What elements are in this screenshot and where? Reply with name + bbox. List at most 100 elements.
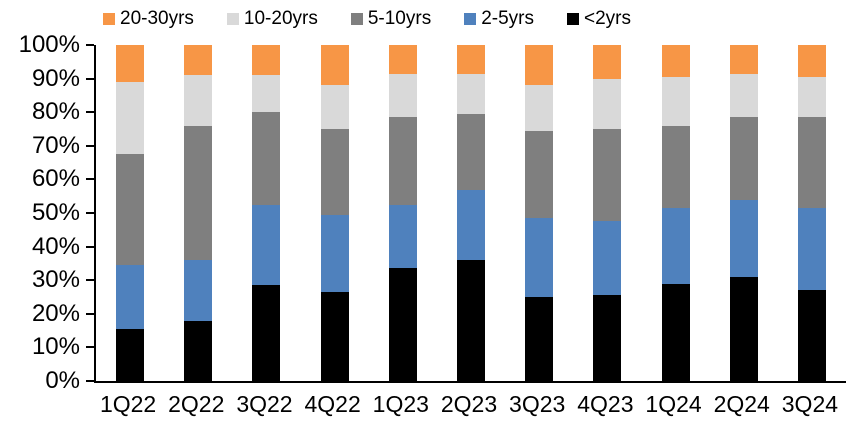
bar-segment-2-5yrs-1Q22: [116, 265, 145, 329]
y-tick-label: 10%: [31, 333, 80, 361]
bar-segment-2-5yrs-2Q22: [184, 260, 213, 321]
y-tick-label: 70%: [31, 131, 80, 159]
bar-segment-5-10yrs-1Q23: [388, 117, 417, 205]
bar-segment-20-30yrs-1Q22: [116, 45, 145, 82]
bar-segment-5-10yrs-4Q23: [593, 129, 622, 222]
bar-segment-<2yrs-2Q24: [729, 276, 758, 381]
x-category-label: 3Q24: [781, 391, 839, 417]
bar-segment-<2yrs-3Q23: [525, 297, 554, 381]
x-category-label: 3Q22: [236, 391, 293, 417]
bar-segment-5-10yrs-1Q22: [116, 154, 145, 266]
bar-segment-5-10yrs-3Q23: [525, 130, 554, 219]
bar-segment-10-20yrs-3Q24: [797, 76, 826, 118]
legend-swatch-5-10yrs: [350, 12, 363, 25]
bar-4Q23: [593, 45, 622, 381]
bar-segment-10-20yrs-3Q22: [252, 75, 281, 113]
bar-segment-20-30yrs-3Q24: [797, 45, 826, 77]
y-tick-label: 50%: [31, 199, 80, 226]
y-tick: [86, 312, 94, 315]
bar-segment-<2yrs-1Q22: [116, 328, 145, 381]
y-tick: [86, 178, 94, 181]
bar-segment-5-10yrs-2Q24: [729, 117, 758, 200]
bar-2Q23: [457, 45, 485, 381]
bar-segment-<2yrs-2Q22: [184, 320, 213, 381]
legend-item-5-10yrs: 5-10yrs: [350, 8, 432, 29]
legend: 20-30yrs 10-20yrs 5-10yrs 2-5yrs <2yrs: [103, 9, 631, 28]
x-category-label: 4Q22: [304, 391, 361, 417]
legend-swatch-10-20yrs: [226, 12, 239, 25]
bar-segment-5-10yrs-3Q22: [252, 112, 281, 205]
y-tick: [86, 380, 94, 382]
bar-segment-2-5yrs-1Q23: [388, 204, 417, 269]
legend-label-lt2yrs: <2yrs: [584, 8, 631, 29]
y-tick: [86, 111, 94, 114]
x-category-label: 3Q23: [509, 391, 566, 417]
bar-segment-2-5yrs-2Q23: [457, 189, 485, 261]
bar-segment-2-5yrs-4Q22: [320, 214, 349, 292]
bar-4Q22: [320, 45, 349, 381]
bar-segment-<2yrs-1Q24: [661, 283, 690, 381]
bar-segment-<2yrs-4Q23: [593, 295, 622, 381]
bar-segment-10-20yrs-1Q22: [116, 81, 145, 155]
legend-label-10-20yrs: 10-20yrs: [243, 8, 318, 29]
legend-label-5-10yrs: 5-10yrs: [367, 8, 432, 29]
bar-segment-10-20yrs-1Q23: [388, 73, 417, 118]
y-tick-label: 60%: [31, 165, 80, 193]
bar-segment-2-5yrs-3Q23: [525, 218, 554, 297]
y-tick: [86, 245, 94, 248]
bar-segment-5-10yrs-1Q24: [661, 125, 690, 208]
bar-segment-20-30yrs-4Q22: [320, 45, 349, 86]
bar-segment-20-30yrs-1Q23: [388, 45, 417, 74]
bar-1Q22: [116, 45, 145, 381]
bar-segment-10-20yrs-2Q24: [729, 73, 758, 118]
bar-segment-20-30yrs-4Q23: [593, 45, 622, 79]
y-tick: [86, 279, 94, 282]
y-tick-label: 0%: [45, 367, 80, 394]
plot-area: [94, 45, 846, 383]
x-category-label: 1Q23: [372, 391, 429, 417]
bar-segment-2-5yrs-3Q24: [797, 207, 826, 291]
bar-segment-5-10yrs-2Q22: [184, 125, 213, 261]
bar-segment-2-5yrs-3Q22: [252, 204, 281, 286]
bar-segment-10-20yrs-4Q23: [593, 78, 622, 130]
bar-segment-<2yrs-3Q22: [252, 285, 281, 381]
y-tick-label: 40%: [31, 232, 80, 260]
x-category-label: 1Q24: [645, 391, 702, 417]
y-tick-label: 20%: [31, 299, 80, 327]
x-category-label: 4Q23: [577, 391, 634, 417]
x-category-label: 1Q22: [99, 391, 157, 417]
y-tick: [86, 346, 94, 349]
bar-segment-2-5yrs-4Q23: [593, 221, 622, 296]
bar-segment-10-20yrs-2Q22: [184, 75, 213, 126]
bar-segment-<2yrs-1Q23: [388, 268, 417, 381]
legend-swatch-20-30yrs: [103, 12, 115, 25]
bar-3Q24: [797, 45, 826, 381]
bar-2Q24: [729, 45, 758, 381]
legend-item-2-5yrs: 2-5yrs: [464, 9, 534, 28]
bar-1Q23: [388, 45, 417, 381]
bar-segment-10-20yrs-1Q24: [661, 76, 690, 126]
bar-segment-20-30yrs-2Q22: [184, 45, 213, 76]
x-category-label: 2Q24: [713, 391, 770, 417]
y-tick: [86, 212, 94, 214]
bar-segment-10-20yrs-4Q22: [320, 85, 349, 130]
y-tick: [86, 44, 94, 46]
bar-segment-5-10yrs-2Q23: [457, 113, 485, 190]
bar-1Q24: [661, 45, 690, 381]
bar-3Q23: [525, 45, 554, 381]
bar-segment-2-5yrs-2Q24: [729, 199, 758, 277]
y-tick-label: 80%: [31, 98, 80, 126]
y-tick: [86, 144, 94, 147]
bar-segment-<2yrs-2Q23: [457, 260, 485, 381]
legend-label-2-5yrs: 2-5yrs: [481, 8, 534, 29]
bar-segment-5-10yrs-4Q22: [320, 129, 349, 215]
bar-segment-20-30yrs-3Q22: [252, 45, 281, 76]
legend-swatch-2-5yrs: [464, 12, 477, 25]
y-tick-label: 100%: [18, 31, 80, 58]
legend-item-20-30yrs: 20-30yrs: [103, 9, 194, 28]
bar-segment-<2yrs-3Q24: [797, 290, 826, 381]
legend-item-lt2yrs: <2yrs: [567, 9, 631, 28]
bar-segment-<2yrs-4Q22: [320, 291, 349, 381]
legend-label-20-30yrs: 20-30yrs: [120, 8, 194, 29]
